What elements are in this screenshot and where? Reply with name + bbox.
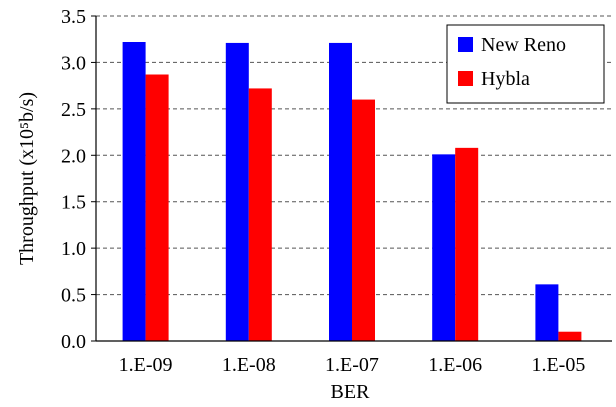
legend: New Reno Hybla: [446, 24, 605, 104]
bar-new-reno-1.E-08: [225, 42, 249, 342]
y-tick-label: 1.0: [61, 238, 86, 260]
legend-label: New Reno: [481, 34, 566, 56]
y-tick-label: 3.0: [61, 52, 86, 74]
bar-hybla-1.E-07: [352, 99, 375, 341]
bar-new-reno-1.E-05: [535, 284, 559, 341]
y-tick-labels: 0.0 0.5 1.0 1.5 2.0 2.5 3.0 3.5: [61, 6, 96, 353]
bar-new-reno-1.E-06: [432, 154, 456, 341]
x-tick-label: 1.E-05: [531, 354, 585, 376]
x-tick-label: 1.E-09: [119, 354, 173, 376]
x-tick-label: 1.E-08: [222, 354, 276, 376]
x-tick-label: 1.E-07: [325, 354, 379, 376]
x-tick-labels: 1.E-09 1.E-08 1.E-07 1.E-06 1.E-05: [119, 354, 586, 376]
y-tick-label: 0.5: [61, 285, 86, 307]
bar-new-reno-1.E-09: [122, 42, 146, 341]
bar-hybla-1.E-06: [455, 147, 479, 341]
bar-hybla-1.E-08: [248, 88, 272, 341]
legend-label: Hybla: [481, 68, 530, 90]
legend-swatch: [458, 71, 473, 86]
y-axis-label: Throughput (x10⁵b/s): [16, 92, 38, 265]
y-tick-label: 2.5: [61, 99, 86, 121]
y-tick-label: 2.0: [61, 145, 86, 167]
legend-swatch: [458, 37, 473, 52]
y-tick-label: 3.5: [61, 6, 86, 28]
x-tick-label: 1.E-06: [428, 354, 482, 376]
bar-new-reno-1.E-07: [329, 42, 352, 342]
y-tick-label: 1.5: [61, 192, 86, 214]
legend-box: [446, 24, 605, 104]
bars: [122, 42, 582, 342]
x-axis-label: BER: [331, 381, 371, 403]
bar-hybla-1.E-05: [558, 331, 582, 341]
bar-hybla-1.E-09: [145, 74, 169, 341]
y-tick-label: 0.0: [61, 331, 86, 353]
